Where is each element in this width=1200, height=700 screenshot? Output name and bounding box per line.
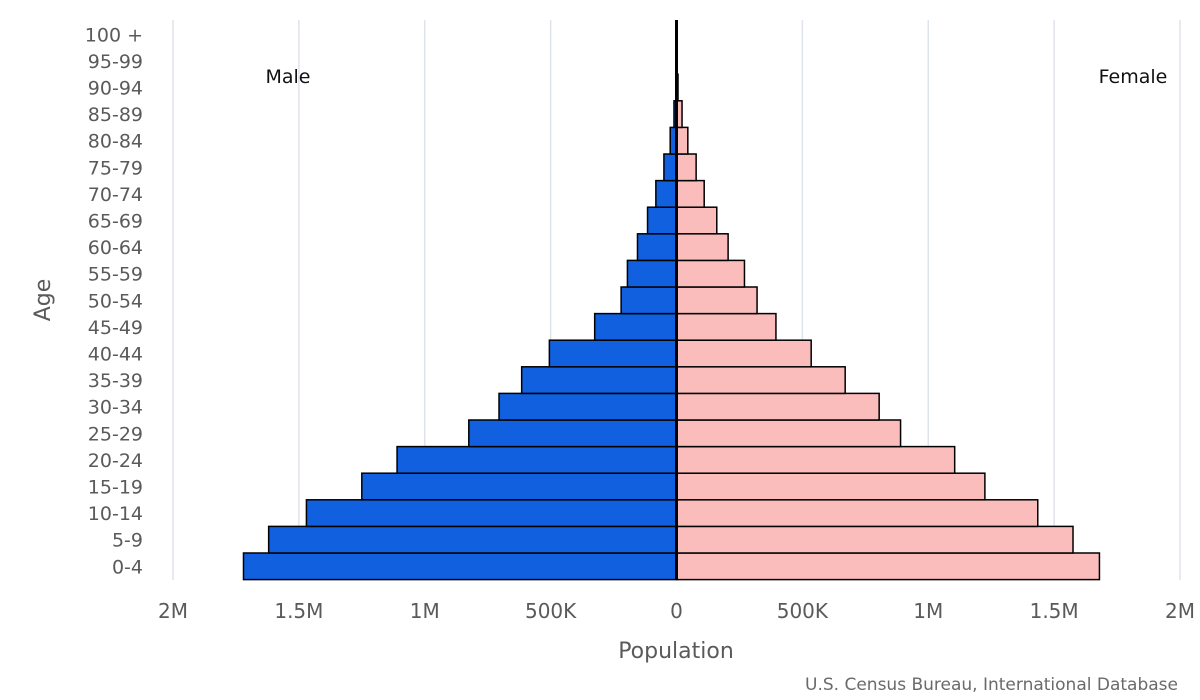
y-tick-label: 85-89 bbox=[88, 104, 143, 126]
y-tick-label: 80-84 bbox=[88, 131, 143, 153]
bar-female-1014 bbox=[675, 499, 1039, 528]
source-credit: U.S. Census Bureau, International Databa… bbox=[805, 675, 1178, 695]
bar-female-59 bbox=[675, 525, 1074, 554]
bar-male-2024 bbox=[396, 445, 678, 474]
x-tick-label: 1M bbox=[410, 599, 440, 623]
bar-male-7074 bbox=[655, 179, 678, 208]
x-tick-label: 0 bbox=[670, 599, 683, 623]
bar-male-5559 bbox=[626, 259, 678, 288]
y-tick-label: 25-29 bbox=[88, 423, 143, 445]
grid-lines bbox=[172, 20, 1181, 580]
x-tick-label: 2M bbox=[1165, 599, 1195, 623]
y-tick-label: 5-9 bbox=[112, 530, 143, 552]
y-tick-label: 70-74 bbox=[88, 184, 143, 206]
y-tick-label: 55-59 bbox=[88, 264, 143, 286]
bar-female-4044 bbox=[675, 339, 812, 368]
y-tick-label: 50-54 bbox=[88, 290, 143, 312]
x-axis-title: Population bbox=[618, 639, 734, 664]
y-tick-label: 100 + bbox=[85, 24, 143, 46]
y-tick-label: 90-94 bbox=[88, 78, 143, 100]
bar-female-04 bbox=[675, 552, 1101, 581]
bar-female-3539 bbox=[675, 366, 846, 395]
y-tick-label: 45-49 bbox=[88, 317, 143, 339]
y-tick-label: 75-79 bbox=[88, 157, 143, 179]
bar-female-8084 bbox=[675, 126, 689, 155]
bar-male-2529 bbox=[468, 419, 678, 448]
bar-male-1014 bbox=[305, 499, 678, 528]
x-tick-label: 1.5M bbox=[1030, 599, 1079, 623]
bar-male-59 bbox=[267, 525, 678, 554]
x-tick-label: 2M bbox=[158, 599, 188, 623]
y-tick-label: 15-19 bbox=[88, 477, 143, 499]
x-axis-ticks: 2M 1.5M 1M 500K 0 500K 1M 1.5M 2M bbox=[158, 599, 1195, 623]
bar-female-5559 bbox=[675, 259, 746, 288]
bar-female-3034 bbox=[675, 392, 880, 421]
y-axis-ticks: 0-4 5-9 10-14 15-19 20-24 25-29 30-34 35-39 40-4… bbox=[85, 24, 143, 578]
bar-female-7579 bbox=[675, 153, 697, 182]
y-tick-label: 35-39 bbox=[88, 370, 143, 392]
y-tick-label: 30-34 bbox=[88, 397, 143, 419]
bar-male-5054 bbox=[620, 286, 678, 315]
bar-female-6569 bbox=[675, 206, 718, 235]
y-axis-title: Age bbox=[31, 279, 56, 322]
y-tick-label: 95-99 bbox=[88, 51, 143, 73]
bar-male-3034 bbox=[498, 392, 678, 421]
bar-male-4044 bbox=[548, 339, 678, 368]
bar-male-6064 bbox=[636, 233, 678, 262]
bar-male-04 bbox=[242, 552, 678, 581]
bars bbox=[242, 20, 1101, 581]
bar-male-6569 bbox=[646, 206, 678, 235]
female-label: Female bbox=[1099, 66, 1168, 88]
y-tick-label: 40-44 bbox=[88, 344, 143, 366]
x-tick-label: 1M bbox=[913, 599, 943, 623]
bar-female-4549 bbox=[675, 312, 777, 341]
y-tick-label: 10-14 bbox=[88, 503, 143, 525]
bar-male-7579 bbox=[663, 153, 678, 182]
y-tick-label: 0-4 bbox=[112, 556, 143, 578]
x-tick-label: 500K bbox=[525, 599, 577, 623]
bar-male-1519 bbox=[361, 472, 678, 501]
x-tick-label: 500K bbox=[777, 599, 829, 623]
y-tick-label: 65-69 bbox=[88, 211, 143, 233]
bar-male-4549 bbox=[593, 312, 678, 341]
bar-female-1519 bbox=[675, 472, 986, 501]
bar-male-3539 bbox=[520, 366, 678, 395]
bar-female-2024 bbox=[675, 445, 956, 474]
bar-female-5054 bbox=[675, 286, 758, 315]
x-tick-label: 1.5M bbox=[274, 599, 323, 623]
bar-female-7074 bbox=[675, 179, 705, 208]
y-tick-label: 60-64 bbox=[88, 237, 143, 259]
bar-female-2529 bbox=[675, 419, 902, 448]
bar-female-6064 bbox=[675, 233, 729, 262]
male-label: Male bbox=[265, 66, 310, 88]
y-tick-label: 20-24 bbox=[88, 450, 143, 472]
